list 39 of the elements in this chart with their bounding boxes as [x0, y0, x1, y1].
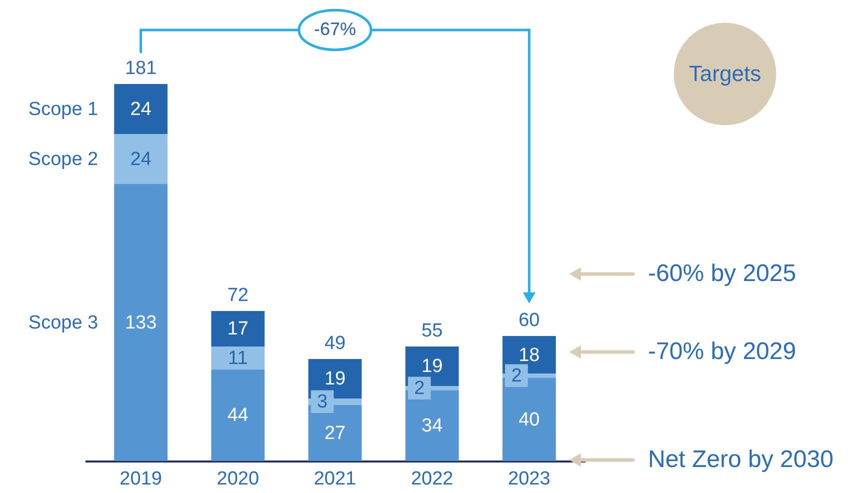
bar	[211, 369, 265, 461]
data-label: 133	[124, 312, 157, 334]
total-label: 49	[324, 332, 346, 354]
total-label: 72	[227, 285, 248, 306]
data-label: 44	[227, 405, 249, 426]
data-label: 2	[414, 378, 425, 400]
data-label: 3	[317, 392, 328, 413]
bar	[114, 84, 168, 134]
series-label: Scope 1	[28, 98, 98, 120]
data-label: 27	[324, 422, 346, 444]
text: Targets	[688, 61, 762, 86]
data-label: 34	[422, 416, 444, 437]
x-tick-label: 2022	[410, 468, 454, 490]
data-label: 17	[227, 318, 248, 340]
data-label: 19	[324, 368, 346, 390]
data-label: 19	[422, 356, 443, 378]
series-label: Scope 3	[28, 312, 98, 334]
bar	[211, 346, 265, 370]
text: -67%	[314, 19, 356, 39]
text: -70% by 2029	[648, 338, 796, 365]
data-label: 2	[511, 366, 522, 387]
data-label: 40	[518, 409, 540, 430]
x-tick-label: 2019	[120, 468, 162, 490]
data-label: 24	[130, 98, 152, 120]
total-label: 60	[518, 310, 540, 332]
bar	[114, 184, 168, 461]
data-label: 24	[130, 148, 152, 170]
x-tick-label: 2020	[216, 468, 260, 490]
x-tick-label: 2023	[508, 468, 550, 490]
text: Net Zero by 2030	[648, 446, 834, 473]
text: -60% by 2025	[648, 260, 796, 287]
total-label: 181	[124, 58, 157, 79]
bar	[211, 311, 265, 346]
x-tick-label: 2021	[314, 468, 356, 490]
data-label: 11	[228, 348, 248, 369]
series-label: Scope 2	[28, 148, 98, 170]
bar	[114, 134, 168, 184]
data-label: 18	[518, 344, 540, 366]
total-label: 55	[422, 320, 443, 342]
